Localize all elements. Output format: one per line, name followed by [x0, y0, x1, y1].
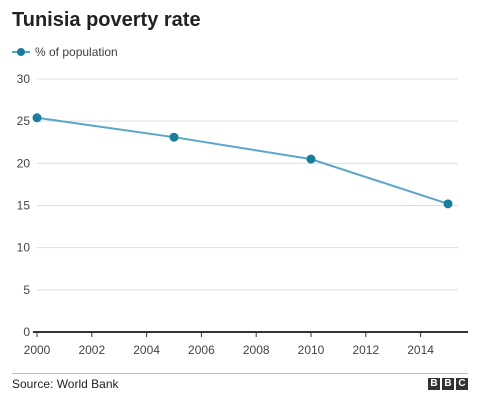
- footer-divider: [12, 373, 468, 374]
- chart-title: Tunisia poverty rate: [12, 9, 201, 31]
- line-chart: 0 5 10 15 20 25 30 2000 2002 2004 2006 2008 2010 201…: [17, 72, 468, 357]
- legend-series-label: % of population: [35, 45, 118, 59]
- x-tick-label: 2010: [298, 343, 325, 357]
- y-tick-label: 0: [23, 325, 30, 339]
- y-tick-label: 20: [17, 156, 31, 170]
- legend: % of population: [12, 42, 118, 62]
- y-axis-labels: 0 5 10 15 20 25 30: [17, 72, 31, 339]
- x-axis: 2000 2002 2004 2006 2008 2010 2012 2014: [24, 331, 468, 357]
- x-tick-label: 2002: [78, 343, 105, 357]
- data-point: [32, 113, 42, 123]
- logo-letter: B: [442, 378, 454, 390]
- data-point: [306, 154, 316, 164]
- x-tick-label: 2006: [188, 343, 215, 357]
- x-tick-label: 2008: [243, 343, 270, 357]
- x-tick-label: 2004: [133, 343, 160, 357]
- data-point: [443, 199, 453, 209]
- x-tick-label: 2000: [24, 343, 51, 357]
- data-point: [169, 132, 179, 142]
- x-tick-label: 2014: [407, 343, 434, 357]
- y-tick-label: 30: [17, 72, 31, 86]
- y-tick-label: 5: [23, 283, 30, 297]
- gridlines: [37, 78, 458, 291]
- logo-letter: C: [456, 378, 468, 390]
- bbc-logo: B B C: [428, 378, 468, 390]
- series-line: [36, 116, 449, 205]
- y-tick-label: 25: [17, 114, 31, 128]
- series-group: [32, 113, 453, 209]
- y-tick-label: 15: [17, 199, 31, 213]
- source-note: Source: World Bank: [12, 377, 119, 391]
- legend-series-marker: [12, 47, 30, 57]
- y-tick-label: 10: [17, 241, 31, 255]
- logo-letter: B: [428, 378, 440, 390]
- x-tick-label: 2012: [352, 343, 379, 357]
